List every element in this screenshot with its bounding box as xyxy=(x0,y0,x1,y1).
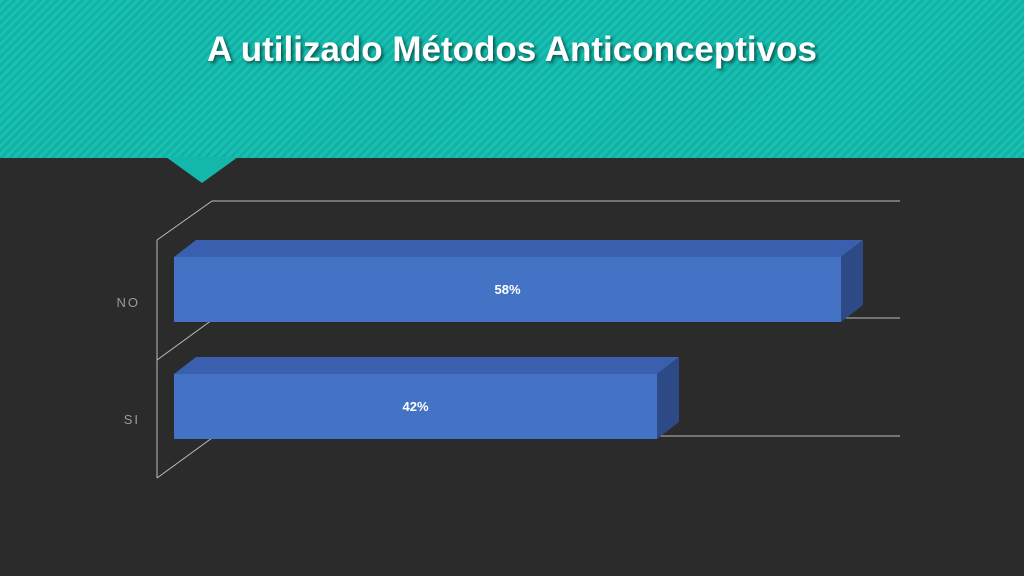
bar-side xyxy=(841,240,863,322)
bar xyxy=(174,257,841,322)
side-line xyxy=(156,319,213,361)
banner-notch xyxy=(166,157,238,183)
value-label: 42% xyxy=(402,399,428,414)
side-line xyxy=(156,200,213,241)
side-line xyxy=(156,437,213,479)
bar-top xyxy=(174,240,863,257)
y-tick-label: SI xyxy=(124,412,140,427)
chart-title: A utilizado Métodos Anticonceptivos xyxy=(207,30,817,69)
y-tick-label: NO xyxy=(117,295,141,310)
value-label: 58% xyxy=(494,282,520,297)
bar-top xyxy=(174,357,679,374)
title-banner xyxy=(0,0,1024,158)
bar-side xyxy=(657,357,679,439)
bar xyxy=(174,374,657,439)
